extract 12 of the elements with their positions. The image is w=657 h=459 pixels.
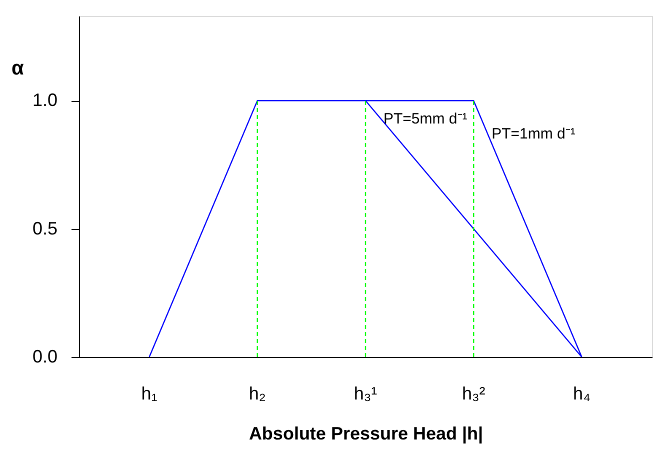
- x-tick-label: h₃²: [462, 384, 486, 404]
- y-tick-label: 0.0: [32, 346, 58, 366]
- series-label: PT=5mm d⁻¹: [384, 110, 468, 128]
- y-tick-label: 1.0: [32, 90, 58, 110]
- x-tick-label: h₃¹: [354, 384, 378, 404]
- x-tick-label: h₂: [248, 384, 266, 404]
- y-tick-label: 0.5: [32, 218, 58, 238]
- x-tick-label: h₁: [141, 384, 158, 404]
- x-tick-label: h₄: [573, 384, 590, 404]
- x-axis-title: Absolute Pressure Head |h|: [248, 424, 484, 444]
- y-axis-title: α: [12, 58, 24, 80]
- series-label: PT=1mm d⁻¹: [492, 126, 576, 143]
